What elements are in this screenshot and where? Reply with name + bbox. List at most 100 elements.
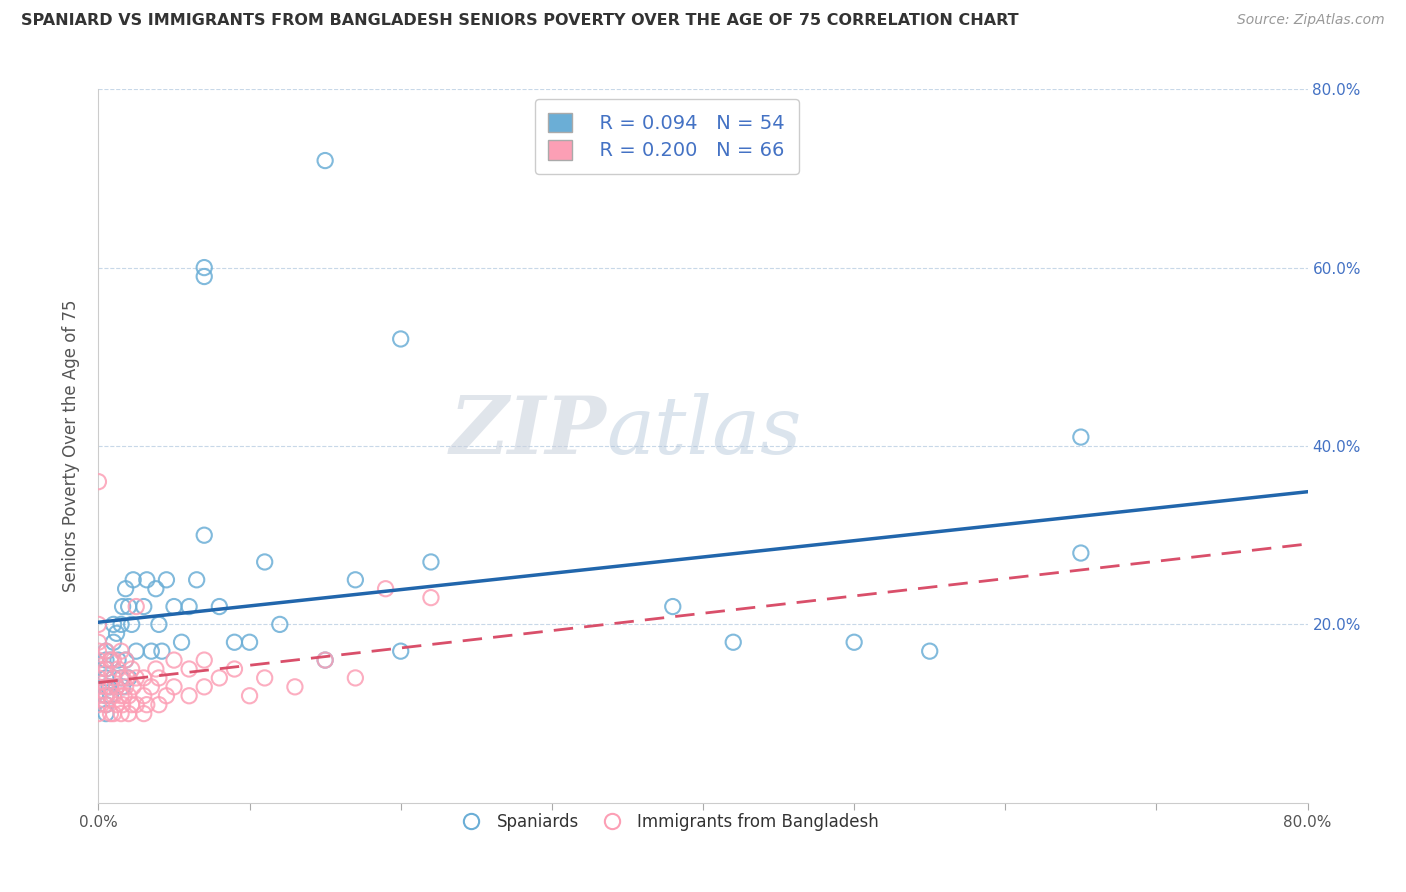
Point <box>111 599 134 614</box>
Point <box>103 617 125 632</box>
Point <box>179 689 201 703</box>
Point <box>141 680 163 694</box>
Point <box>125 599 148 614</box>
Point <box>723 635 745 649</box>
Point <box>389 644 412 658</box>
Point <box>121 617 143 632</box>
Point <box>148 671 170 685</box>
Point <box>125 671 148 685</box>
Point <box>94 689 117 703</box>
Text: atlas: atlas <box>606 393 801 470</box>
Point <box>118 599 141 614</box>
Point <box>269 617 291 632</box>
Point <box>135 698 157 712</box>
Point <box>344 573 367 587</box>
Text: SPANIARD VS IMMIGRANTS FROM BANGLADESH SENIORS POVERTY OVER THE AGE OF 75 CORREL: SPANIARD VS IMMIGRANTS FROM BANGLADESH S… <box>21 13 1019 29</box>
Point <box>170 635 193 649</box>
Point <box>125 698 148 712</box>
Point <box>87 617 110 632</box>
Point <box>110 617 132 632</box>
Point <box>94 680 117 694</box>
Point <box>193 269 215 284</box>
Point <box>110 706 132 721</box>
Point <box>103 635 125 649</box>
Point <box>100 680 122 694</box>
Point <box>94 680 117 694</box>
Point <box>112 689 135 703</box>
Point <box>105 626 128 640</box>
Point <box>118 689 141 703</box>
Point <box>94 671 117 685</box>
Point <box>148 698 170 712</box>
Point <box>224 662 246 676</box>
Point <box>103 689 125 703</box>
Point <box>150 644 173 658</box>
Legend: Spaniards, Immigrants from Bangladesh: Spaniards, Immigrants from Bangladesh <box>449 806 886 838</box>
Point <box>103 706 125 721</box>
Point <box>186 573 208 587</box>
Point <box>94 644 117 658</box>
Point <box>103 671 125 685</box>
Point <box>193 260 215 275</box>
Point <box>94 689 117 703</box>
Point <box>87 662 110 676</box>
Point <box>87 680 110 694</box>
Point <box>87 706 110 721</box>
Point <box>94 662 117 676</box>
Point <box>107 653 129 667</box>
Point <box>193 653 215 667</box>
Point <box>148 617 170 632</box>
Point <box>103 671 125 685</box>
Point <box>110 644 132 658</box>
Point <box>114 653 136 667</box>
Point <box>94 644 117 658</box>
Point <box>118 671 141 685</box>
Point <box>145 582 167 596</box>
Point <box>374 582 396 596</box>
Point <box>132 671 155 685</box>
Point <box>110 689 132 703</box>
Point <box>94 698 117 712</box>
Point <box>94 653 117 667</box>
Point <box>844 635 866 649</box>
Point <box>115 671 138 685</box>
Point <box>135 573 157 587</box>
Text: Source: ZipAtlas.com: Source: ZipAtlas.com <box>1237 13 1385 28</box>
Point <box>122 573 145 587</box>
Point <box>103 653 125 667</box>
Point <box>87 689 110 703</box>
Point <box>155 573 177 587</box>
Point <box>111 698 134 712</box>
Point <box>121 662 143 676</box>
Point <box>239 635 262 649</box>
Point <box>87 475 110 489</box>
Point <box>132 689 155 703</box>
Point <box>111 680 134 694</box>
Point <box>87 653 110 667</box>
Point <box>253 671 276 685</box>
Point <box>114 582 136 596</box>
Point <box>114 680 136 694</box>
Point <box>98 680 121 694</box>
Point <box>155 689 177 703</box>
Text: ZIP: ZIP <box>450 393 606 470</box>
Point <box>661 599 683 614</box>
Point <box>118 706 141 721</box>
Point <box>100 653 122 667</box>
Point <box>239 689 262 703</box>
Point <box>179 599 201 614</box>
Point <box>141 644 163 658</box>
Point <box>110 671 132 685</box>
Point <box>1070 430 1092 444</box>
Point <box>111 671 134 685</box>
Point <box>121 698 143 712</box>
Point <box>314 153 336 168</box>
Point <box>107 662 129 676</box>
Point <box>105 680 128 694</box>
Point <box>420 555 443 569</box>
Point <box>94 698 117 712</box>
Point <box>87 644 110 658</box>
Point <box>163 680 186 694</box>
Point <box>193 528 215 542</box>
Point <box>284 680 307 694</box>
